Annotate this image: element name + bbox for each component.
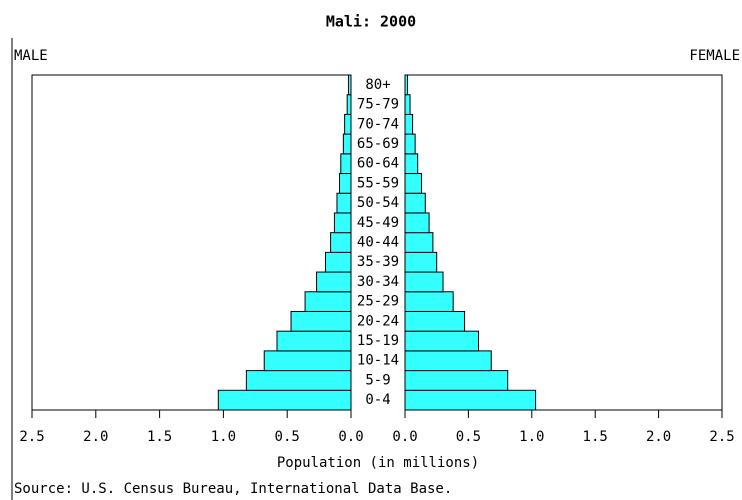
bar <box>330 232 352 253</box>
x-tick-label: 0.5 <box>456 429 481 445</box>
x-tick-label: 1.0 <box>519 429 544 445</box>
bar <box>404 232 434 253</box>
legend-male: MALE <box>14 48 48 64</box>
bar <box>404 251 438 273</box>
age-label: 30-34 <box>357 274 399 290</box>
bar <box>404 370 509 391</box>
bar <box>404 192 426 214</box>
age-label: 0-4 <box>365 392 390 408</box>
bar <box>245 370 352 391</box>
x-tick-label: 1.5 <box>583 429 608 445</box>
bar <box>404 173 422 194</box>
x-tick-label: 2.5 <box>19 429 44 445</box>
chart-title: Mali: 2000 <box>326 13 416 31</box>
x-axis-label: Population (in millions) <box>277 455 479 471</box>
age-label: 45-49 <box>357 215 399 231</box>
bar <box>339 173 352 194</box>
bar <box>404 330 480 352</box>
age-label: 70-74 <box>357 116 399 132</box>
x-tick-label: 0.5 <box>275 429 300 445</box>
bar <box>333 212 352 234</box>
age-label: 35-39 <box>357 254 399 270</box>
age-label: 55-59 <box>357 175 399 191</box>
bar <box>404 212 430 234</box>
bar <box>263 350 352 372</box>
age-label: 80+ <box>365 77 390 93</box>
x-tick-label: 2.0 <box>646 429 671 445</box>
age-label: 50-54 <box>357 195 399 211</box>
bar <box>404 74 409 96</box>
bar <box>404 350 492 372</box>
bar <box>304 291 352 312</box>
x-tick-label: 1.5 <box>147 429 172 445</box>
age-label: 75-79 <box>357 97 399 113</box>
x-tick-label: 2.0 <box>83 429 108 445</box>
bar <box>276 330 352 352</box>
age-label: 10-14 <box>357 353 399 369</box>
bar <box>404 153 419 175</box>
age-label: 65-69 <box>357 136 399 152</box>
legend-female: FEMALE <box>689 48 740 64</box>
x-tick-label: 1.0 <box>211 429 236 445</box>
bar <box>404 133 416 155</box>
bar <box>404 291 454 312</box>
x-tick-label: 0.0 <box>338 429 363 445</box>
bar <box>404 113 414 135</box>
bar <box>340 153 352 175</box>
bar <box>404 310 466 332</box>
bar <box>404 389 537 411</box>
bar <box>404 271 444 293</box>
age-label: 15-19 <box>357 333 399 349</box>
bar <box>324 251 352 273</box>
bar <box>316 271 352 293</box>
age-label: 40-44 <box>357 235 399 251</box>
x-tick-label: 2.5 <box>709 429 734 445</box>
age-label: 5-9 <box>365 372 390 388</box>
x-tick-label: 0.0 <box>392 429 417 445</box>
bar <box>336 192 352 214</box>
age-label: 25-29 <box>357 294 399 310</box>
bar <box>344 113 352 135</box>
bar <box>347 74 352 96</box>
bar <box>346 94 352 115</box>
bar <box>404 94 411 115</box>
source-note: Source: U.S. Census Bureau, Internationa… <box>14 481 452 497</box>
age-label: 20-24 <box>357 313 399 329</box>
bar <box>290 310 352 332</box>
bar <box>342 133 352 155</box>
bar <box>217 389 352 411</box>
age-label: 60-64 <box>357 156 399 172</box>
